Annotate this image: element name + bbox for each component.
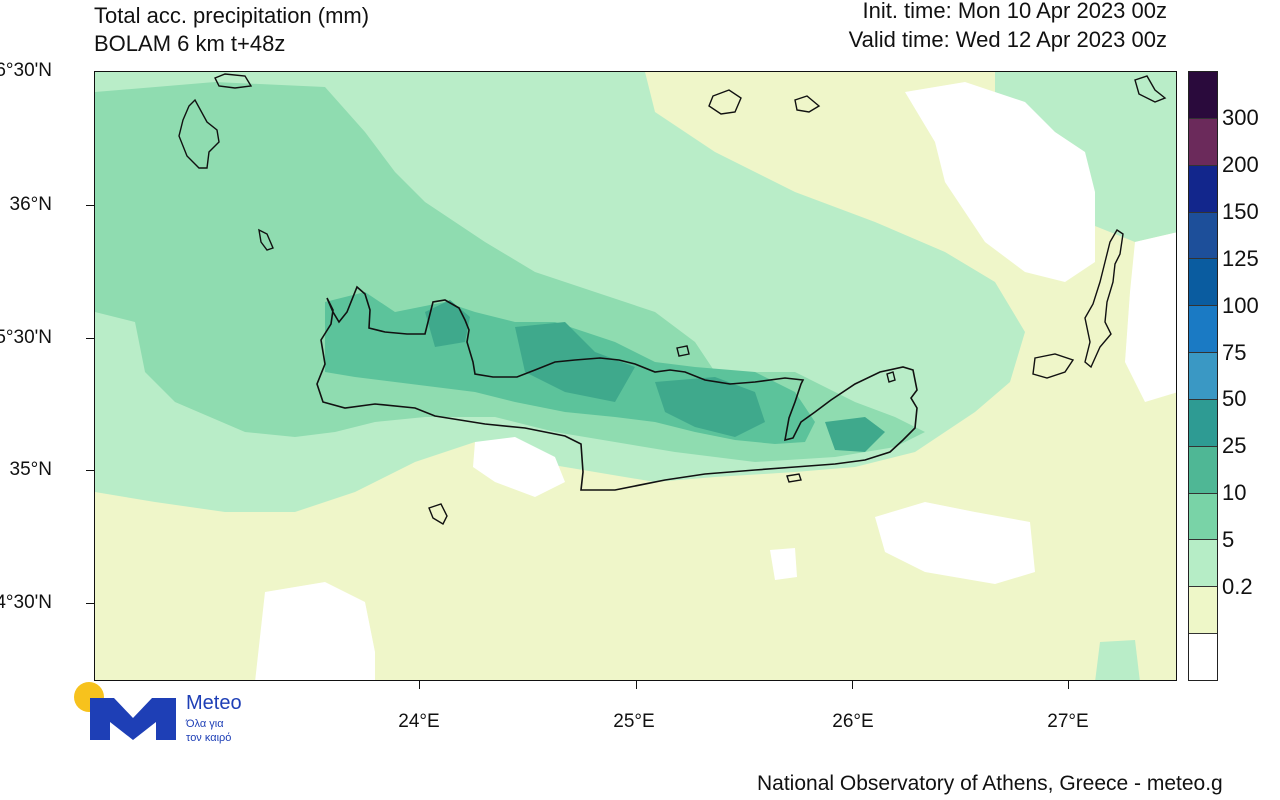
colorbar-segment (1189, 493, 1217, 541)
colorbar-segment (1189, 634, 1217, 680)
precip-zone-50-75-west (425, 300, 470, 347)
precip-zone-50-75-east (655, 377, 765, 437)
colorbar-segment (1189, 118, 1217, 166)
precip-zone-50-75-far-east (825, 417, 885, 452)
no-precip-patch-se (875, 502, 1035, 584)
no-precip-patch-east-edge (1125, 232, 1176, 402)
lat-label-34-30: 4°30'N (0, 592, 52, 613)
lat-label-35: 35°N (9, 459, 52, 480)
precip-patch-se-green (1095, 640, 1140, 680)
lat-tick (86, 603, 94, 604)
colorbar-segment (1189, 587, 1217, 635)
lon-tick (636, 681, 637, 689)
model-run-label: BOLAM 6 km t+48z (94, 31, 286, 56)
cyclades-island-1 (708, 89, 742, 115)
lon-label-26: 26°E (832, 711, 874, 732)
lon-label-27: 27°E (1047, 711, 1089, 732)
antikythera-coastline (258, 228, 274, 251)
colorbar-segment (1189, 446, 1217, 494)
lat-label-35-30: 5°30'N (0, 327, 52, 348)
kythira-coastline (178, 98, 220, 169)
precip-zone-50-75-center (515, 322, 635, 402)
logo-name: Meteo (186, 692, 242, 714)
islet-3 (886, 371, 896, 383)
lon-label-24: 24°E (398, 711, 440, 732)
colorbar-label: 10 (1222, 480, 1247, 506)
cyclades-island-3 (1134, 75, 1167, 103)
colorbar-label: 75 (1222, 339, 1247, 365)
colorbar-segment (1189, 399, 1217, 447)
islet-1 (676, 345, 690, 357)
colorbar-segment (1189, 353, 1217, 400)
islet-2 (786, 473, 802, 483)
colorbar-segment (1189, 212, 1217, 260)
precip-patch-w-green (115, 410, 137, 430)
colorbar-segment (1189, 259, 1217, 307)
colorbar-label: 100 (1222, 292, 1259, 318)
meteo-logo: Meteo Όλα για τον καιρό (74, 682, 274, 752)
gavdos-coastline (428, 503, 448, 525)
logo-tagline-2: τον καιρό (186, 732, 232, 744)
cyclades-island-2 (794, 95, 821, 113)
lon-tick (1068, 681, 1069, 689)
valid-time-label: Valid time: Wed 12 Apr 2023 00z (848, 27, 1167, 52)
init-time-label: Init. time: Mon 10 Apr 2023 00z (862, 0, 1167, 23)
precipitation-field (95, 72, 1176, 680)
no-precip-patch-sw (255, 582, 375, 680)
lat-label-36: 36°N (9, 194, 52, 215)
lat-label-36-30: 6°30'N (0, 60, 52, 81)
colorbar-segment (1189, 165, 1217, 213)
map-title: Total acc. precipitation (mm) (94, 3, 370, 28)
lon-tick (852, 681, 853, 689)
colorbar-label: 125 (1222, 245, 1259, 271)
islet-4 (214, 73, 253, 89)
no-precip-patch-small (770, 548, 797, 580)
colorbar-label: 150 (1222, 198, 1259, 224)
lat-tick (86, 338, 94, 339)
precip-zone-10-25 (95, 82, 925, 462)
precip-colorbar (1188, 71, 1218, 681)
colorbar-segment (1189, 306, 1217, 354)
lon-tick (419, 681, 420, 689)
crete-coastline (316, 285, 918, 491)
no-precip-patch-ne (905, 82, 1095, 282)
source-credit: National Observatory of Athens, Greece -… (757, 772, 1223, 795)
karpathos-coastline (1084, 229, 1124, 369)
meteo-m-icon (90, 698, 176, 740)
no-precip-patch-south-crete (473, 437, 565, 497)
kasos-coastline (1032, 353, 1075, 379)
colorbar-segment (1189, 72, 1217, 119)
colorbar-label: 300 (1222, 104, 1259, 130)
colorbar-segment (1189, 540, 1217, 588)
colorbar-label: 25 (1222, 433, 1247, 459)
lon-label-25: 25°E (613, 711, 655, 732)
lat-tick (86, 205, 94, 206)
colorbar-label: 50 (1222, 386, 1247, 412)
colorbar-label: 0.2 (1222, 574, 1253, 600)
precipitation-map (94, 71, 1177, 681)
logo-tagline-1: Όλα για (186, 718, 224, 730)
colorbar-label: 5 (1222, 527, 1235, 553)
colorbar-label: 200 (1222, 151, 1259, 177)
lat-tick (86, 470, 94, 471)
